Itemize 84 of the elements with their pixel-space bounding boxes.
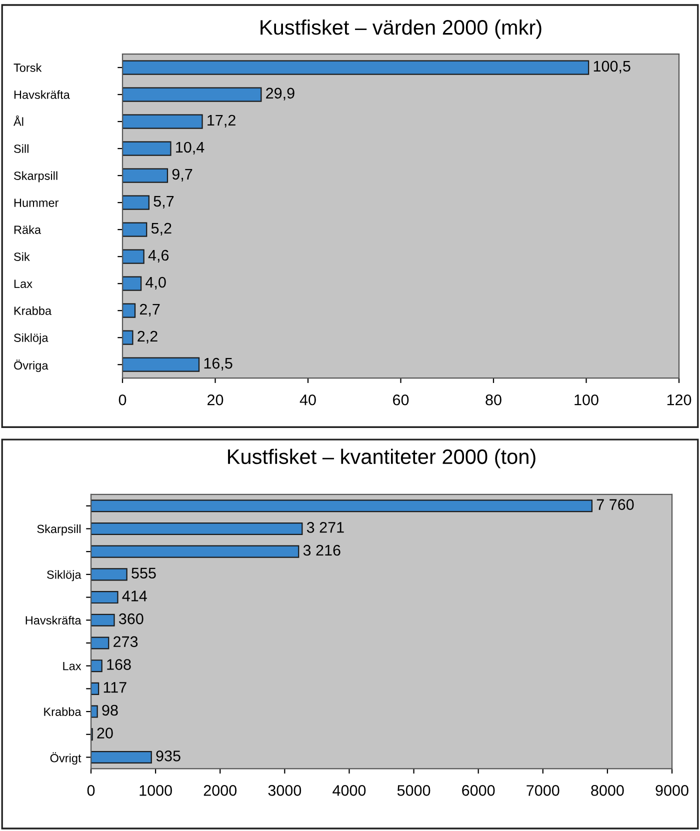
bar [91, 522, 303, 535]
data-label: 98 [102, 704, 118, 716]
data-label: 5,7 [154, 196, 174, 208]
y-tick-label: Torsk [14, 63, 42, 72]
bar [91, 660, 102, 672]
data-label: 100,5 [594, 60, 630, 74]
bar [122, 357, 200, 372]
y-tick-label: Räka [14, 225, 42, 234]
x-tick-label: 2000 [204, 785, 237, 796]
chart-title: Kustfisket – värden 2000 (mkr) [260, 19, 542, 39]
data-label: 7 760 [596, 499, 634, 510]
bar [122, 195, 150, 210]
x-tick-label: 9000 [656, 785, 688, 796]
bar [122, 114, 203, 129]
y-tick-label: Övrigt [50, 752, 82, 765]
bar [91, 614, 115, 626]
y-tick-label: Hummer [14, 198, 59, 207]
chart-title: Kustfisket – kvantiteter 2000 (ton) [228, 448, 536, 468]
data-label: 10,4 [176, 142, 204, 154]
bar [122, 276, 142, 291]
bar [91, 500, 593, 512]
bar [91, 591, 118, 604]
y-tick-label: Skarpsill [37, 524, 80, 536]
bar [122, 168, 168, 183]
data-label: 117 [104, 682, 126, 693]
data-label: 5,2 [151, 222, 172, 236]
x-tick-label: 120 [667, 394, 692, 406]
bar [91, 568, 128, 581]
data-label: 4,6 [148, 250, 169, 262]
data-label: 555 [132, 568, 156, 579]
x-tick-label: 100 [574, 394, 598, 406]
x-tick-label: 8000 [591, 785, 624, 796]
y-tick-label: Sik [14, 252, 30, 261]
bar [91, 636, 110, 650]
x-tick-label: 1000 [140, 785, 172, 796]
x-tick-label: 80 [486, 394, 502, 406]
x-tick-label: 7000 [526, 785, 560, 796]
y-tick-label: Skarpsill [14, 171, 58, 182]
data-label: 3 216 [303, 544, 340, 556]
y-tick-label: Ål [13, 115, 24, 126]
bar [91, 705, 98, 718]
bar [122, 303, 136, 318]
y-tick-label: Siklöja [47, 570, 82, 582]
x-tick-label: 40 [300, 394, 316, 406]
x-tick-label: 0 [118, 394, 126, 406]
y-tick-label: Krabba [44, 707, 82, 716]
data-label: 17,2 [208, 114, 236, 128]
data-label: 360 [118, 613, 144, 624]
data-label: 3 271 [306, 522, 344, 533]
y-tick-label: Lax [63, 662, 82, 670]
data-label: 273 [114, 636, 138, 648]
y-tick-label: Havskräfta [14, 90, 70, 99]
bar [122, 141, 172, 156]
data-label: 9,7 [172, 168, 192, 182]
data-label: 16,5 [204, 358, 232, 371]
bar [91, 545, 300, 558]
data-label: 935 [156, 750, 180, 762]
data-label: 2,2 [138, 330, 158, 344]
y-tick-label: Siklöja [14, 333, 48, 344]
x-tick-label: 60 [393, 394, 409, 406]
y-tick-label: Havskräfta [26, 616, 82, 625]
y-tick-label: Krabba [14, 306, 52, 315]
bar [122, 249, 144, 264]
x-tick-label: 5000 [397, 785, 430, 796]
data-label: 2,7 [140, 304, 160, 316]
bar [122, 60, 590, 75]
bar [91, 682, 100, 695]
data-label: 414 [122, 590, 147, 602]
x-tick-label: 4000 [332, 785, 366, 796]
bar [91, 750, 152, 764]
x-tick-label: 20 [208, 394, 224, 406]
y-tick-label: Sill [14, 144, 28, 153]
data-label: 168 [107, 659, 131, 670]
bar [122, 330, 134, 345]
x-tick-label: 6000 [462, 785, 495, 796]
bar [122, 87, 262, 102]
x-tick-label: 0 [87, 785, 95, 796]
data-label: 20 [97, 728, 113, 738]
x-tick-label: 3000 [268, 785, 302, 796]
y-tick-label: Lax [14, 280, 32, 288]
data-label: 29,9 [266, 88, 294, 100]
y-tick-label: Övriga [14, 360, 48, 372]
data-label: 4,0 [146, 276, 166, 290]
bar [122, 222, 148, 237]
